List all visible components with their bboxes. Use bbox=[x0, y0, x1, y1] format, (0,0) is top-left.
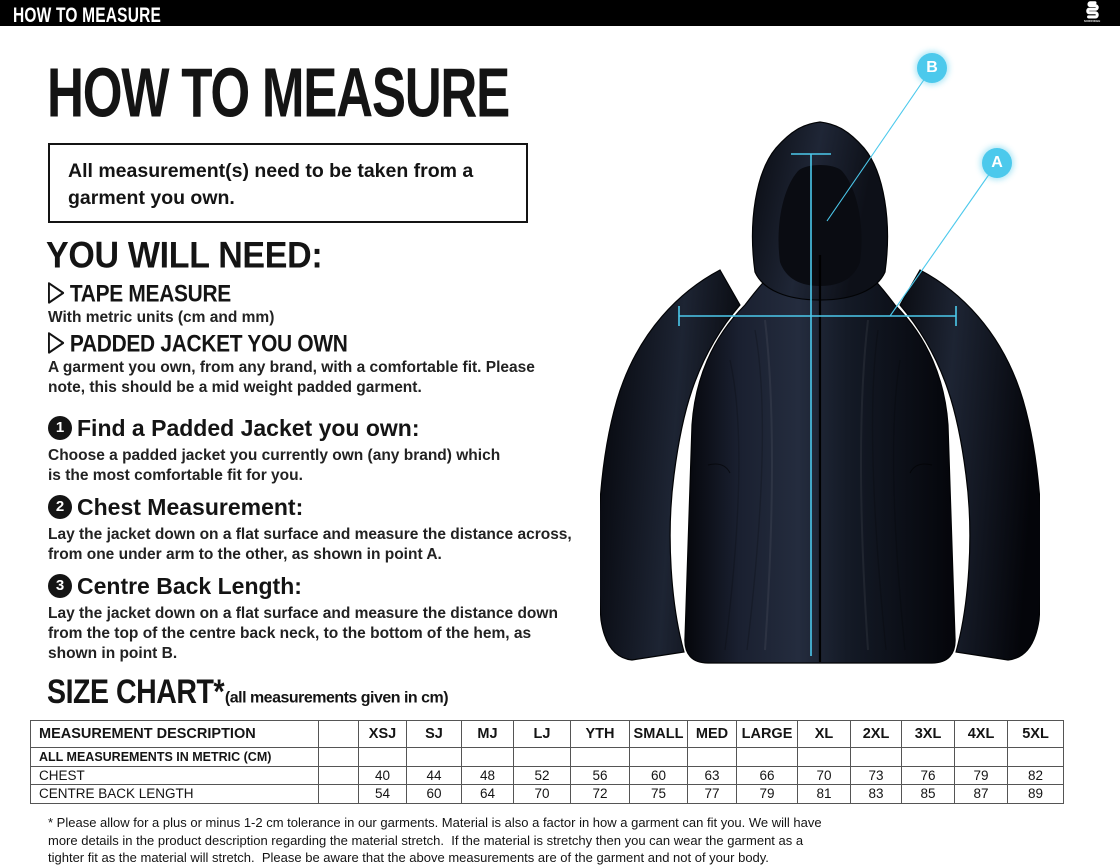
svg-text:SURRIDGE: SURRIDGE bbox=[1084, 19, 1100, 23]
